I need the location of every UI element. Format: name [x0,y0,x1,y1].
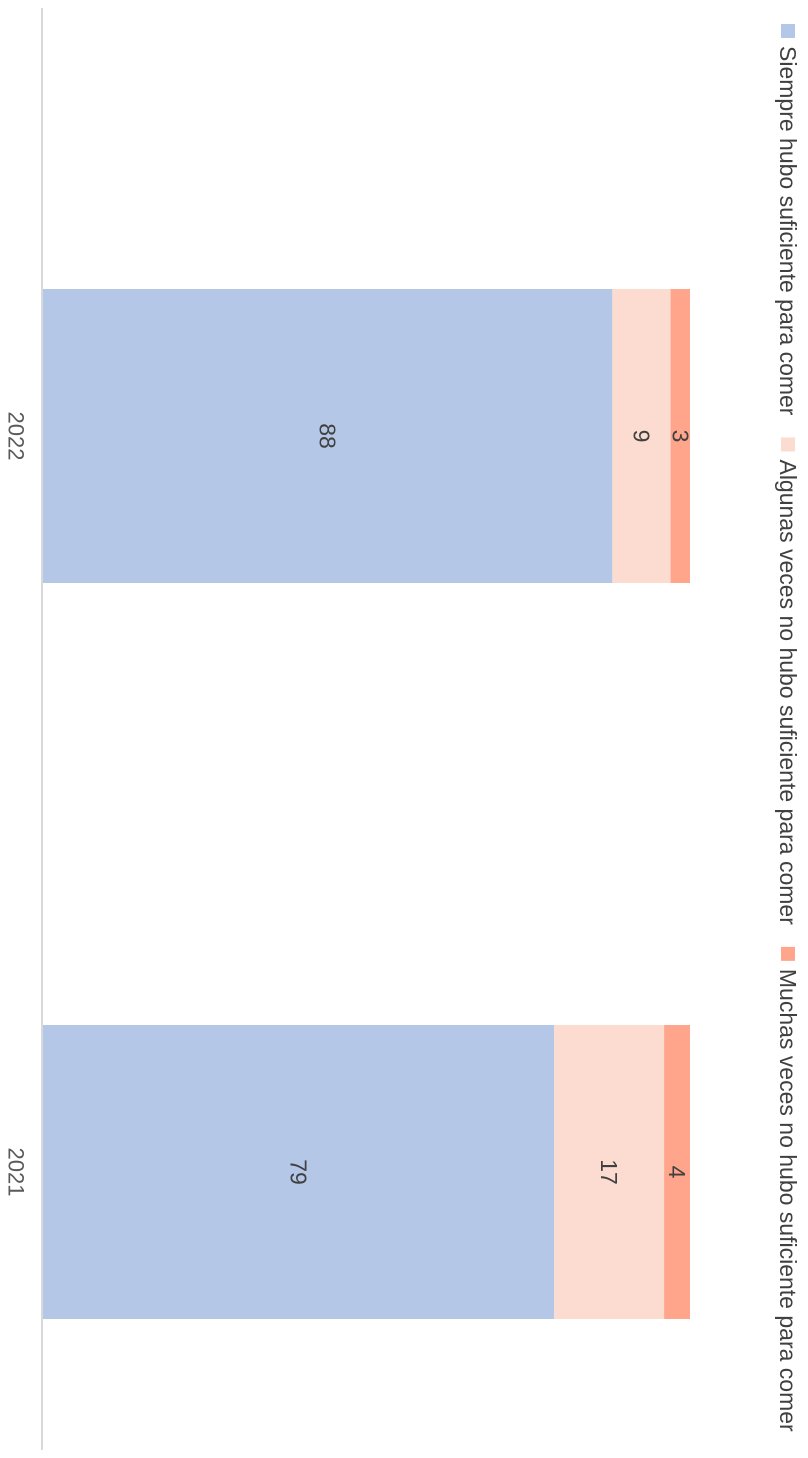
value-label-2021-series-1: 79 [286,1159,312,1185]
bar-2022-series-3 [670,289,690,583]
value-label-2021-series-3: 4 [664,1166,690,1179]
legend-swatch-1 [781,24,795,38]
value-label-2022-series-1: 88 [315,423,341,449]
legend: Siempre hubo suficiente para comer Alguna… [775,24,801,1432]
legend-label-1: Siempre hubo suficiente para comer [775,46,801,416]
legend-item-2: Algunas veces no hubo suficiente para co… [775,437,801,925]
legend-swatch-2 [781,437,795,452]
value-labels: 79 17 4 88 9 3 [286,423,694,1185]
legend-label-2: Algunas veces no hubo suficiente para co… [775,459,801,925]
bar-2022-series-2 [612,289,671,583]
value-label-2021-series-2: 17 [596,1159,622,1185]
bar-2022-series-1 [43,289,613,583]
legend-item-1: Siempre hubo suficiente para comer [775,24,801,416]
bar-2021-series-1 [43,1025,555,1319]
category-label-2022: 2022 [4,412,29,461]
value-label-2022-series-3: 3 [667,430,693,443]
legend-label-3: Muchas veces no hubo suficiente para com… [775,969,801,1432]
category-label-2021: 2021 [4,1148,29,1197]
category-labels: 2021 2022 [4,412,29,1197]
bar-2021-series-2 [554,1025,665,1319]
value-label-2022-series-2: 9 [628,430,654,443]
bars [43,289,690,1319]
legend-swatch-3 [781,946,795,961]
bar-2021-series-3 [664,1025,690,1319]
legend-item-3: Muchas veces no hubo suficiente para com… [775,946,801,1432]
